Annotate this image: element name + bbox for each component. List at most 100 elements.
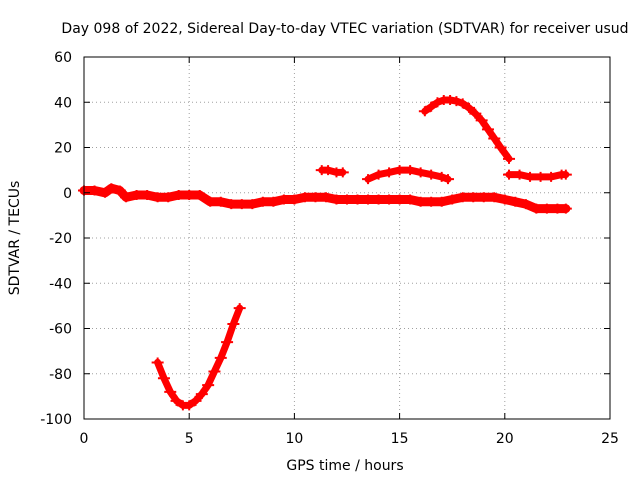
- data-point: [319, 192, 332, 203]
- data-point: [414, 196, 427, 207]
- data-point: [256, 196, 269, 207]
- data-point: [362, 174, 375, 185]
- data-point: [277, 194, 290, 205]
- x-axis-label: GPS time / hours: [286, 458, 403, 474]
- data-point: [202, 380, 215, 391]
- series-segment-20-23: [503, 169, 572, 182]
- data-point: [503, 153, 516, 164]
- data-point: [183, 190, 196, 201]
- series-segment-13-17: [362, 165, 454, 185]
- data-point: [208, 366, 221, 377]
- data-point: [130, 190, 143, 201]
- data-point: [120, 192, 133, 203]
- data-point: [456, 192, 469, 203]
- data-point: [233, 303, 246, 314]
- data-point: [204, 196, 217, 207]
- x-tick-label: 5: [185, 431, 194, 447]
- data-point: [404, 165, 417, 176]
- data-point: [444, 94, 457, 105]
- y-tick-label: -80: [49, 367, 72, 383]
- data-series: [78, 94, 572, 411]
- data-point: [488, 133, 501, 144]
- data-point: [446, 194, 459, 205]
- data-point: [99, 187, 112, 198]
- data-point: [113, 185, 126, 196]
- y-tick-label: -20: [49, 231, 72, 247]
- data-point: [141, 190, 154, 201]
- data-point: [509, 196, 522, 207]
- data-point: [524, 171, 537, 182]
- data-point: [540, 203, 553, 214]
- data-point: [214, 352, 227, 363]
- data-point: [221, 337, 234, 348]
- x-tick-label: 10: [285, 431, 303, 447]
- data-point: [559, 169, 572, 180]
- data-point: [494, 142, 507, 153]
- data-point: [309, 192, 322, 203]
- data-point: [530, 203, 543, 214]
- chart-title: Day 098 of 2022, Sidereal Day-to-day VTE…: [61, 21, 628, 37]
- data-point: [559, 203, 572, 214]
- data-point: [170, 395, 183, 406]
- x-tick-label: 25: [601, 431, 619, 447]
- data-point: [393, 165, 406, 176]
- data-point: [151, 357, 164, 368]
- data-point: [519, 199, 532, 210]
- data-point: [425, 196, 438, 207]
- data-point: [330, 194, 343, 205]
- data-point: [456, 98, 469, 109]
- data-point: [431, 97, 444, 108]
- data-point: [463, 102, 476, 113]
- data-point: [225, 199, 238, 210]
- y-tick-label: 0: [63, 186, 72, 202]
- data-point: [88, 185, 101, 196]
- data-point: [193, 190, 206, 201]
- data-point: [183, 400, 196, 411]
- y-tick-label: -40: [49, 276, 72, 292]
- data-point: [425, 101, 438, 112]
- y-tick-label: -100: [40, 412, 72, 428]
- data-point: [351, 194, 364, 205]
- y-tick-label: 20: [54, 141, 72, 157]
- data-point: [288, 194, 301, 205]
- y-tick-label: 40: [54, 95, 72, 111]
- data-point: [157, 373, 170, 384]
- x-tick-label: 15: [391, 431, 409, 447]
- series-line: [154, 304, 244, 409]
- data-point: [362, 194, 375, 205]
- data-point: [372, 194, 385, 205]
- data-point: [189, 395, 202, 406]
- y-tick-label: 60: [54, 50, 72, 66]
- series-dip-arc: [151, 303, 246, 411]
- data-point: [235, 199, 248, 210]
- data-point: [164, 386, 177, 397]
- data-point: [372, 169, 385, 180]
- data-point: [404, 194, 417, 205]
- data-point: [545, 171, 558, 182]
- data-point: [267, 196, 280, 207]
- data-point: [105, 183, 118, 194]
- data-point: [383, 194, 396, 205]
- data-point: [214, 196, 227, 207]
- series-peak-arc: [418, 94, 516, 164]
- data-point: [195, 389, 208, 400]
- series-main-band: [78, 183, 572, 214]
- data-point: [450, 96, 463, 107]
- plot-frame: [83, 56, 611, 420]
- data-point: [481, 124, 494, 135]
- data-point: [298, 192, 311, 203]
- data-point: [534, 171, 547, 182]
- data-point: [414, 167, 427, 178]
- data-point: [341, 194, 353, 205]
- data-point: [336, 167, 349, 178]
- data-point: [246, 199, 259, 210]
- data-point: [475, 115, 488, 126]
- data-point: [467, 192, 480, 203]
- grid: [84, 57, 610, 419]
- series-segment-11-12: [315, 165, 349, 178]
- data-point: [322, 165, 335, 176]
- data-point: [503, 169, 516, 180]
- data-point: [393, 194, 406, 205]
- data-point: [418, 106, 431, 117]
